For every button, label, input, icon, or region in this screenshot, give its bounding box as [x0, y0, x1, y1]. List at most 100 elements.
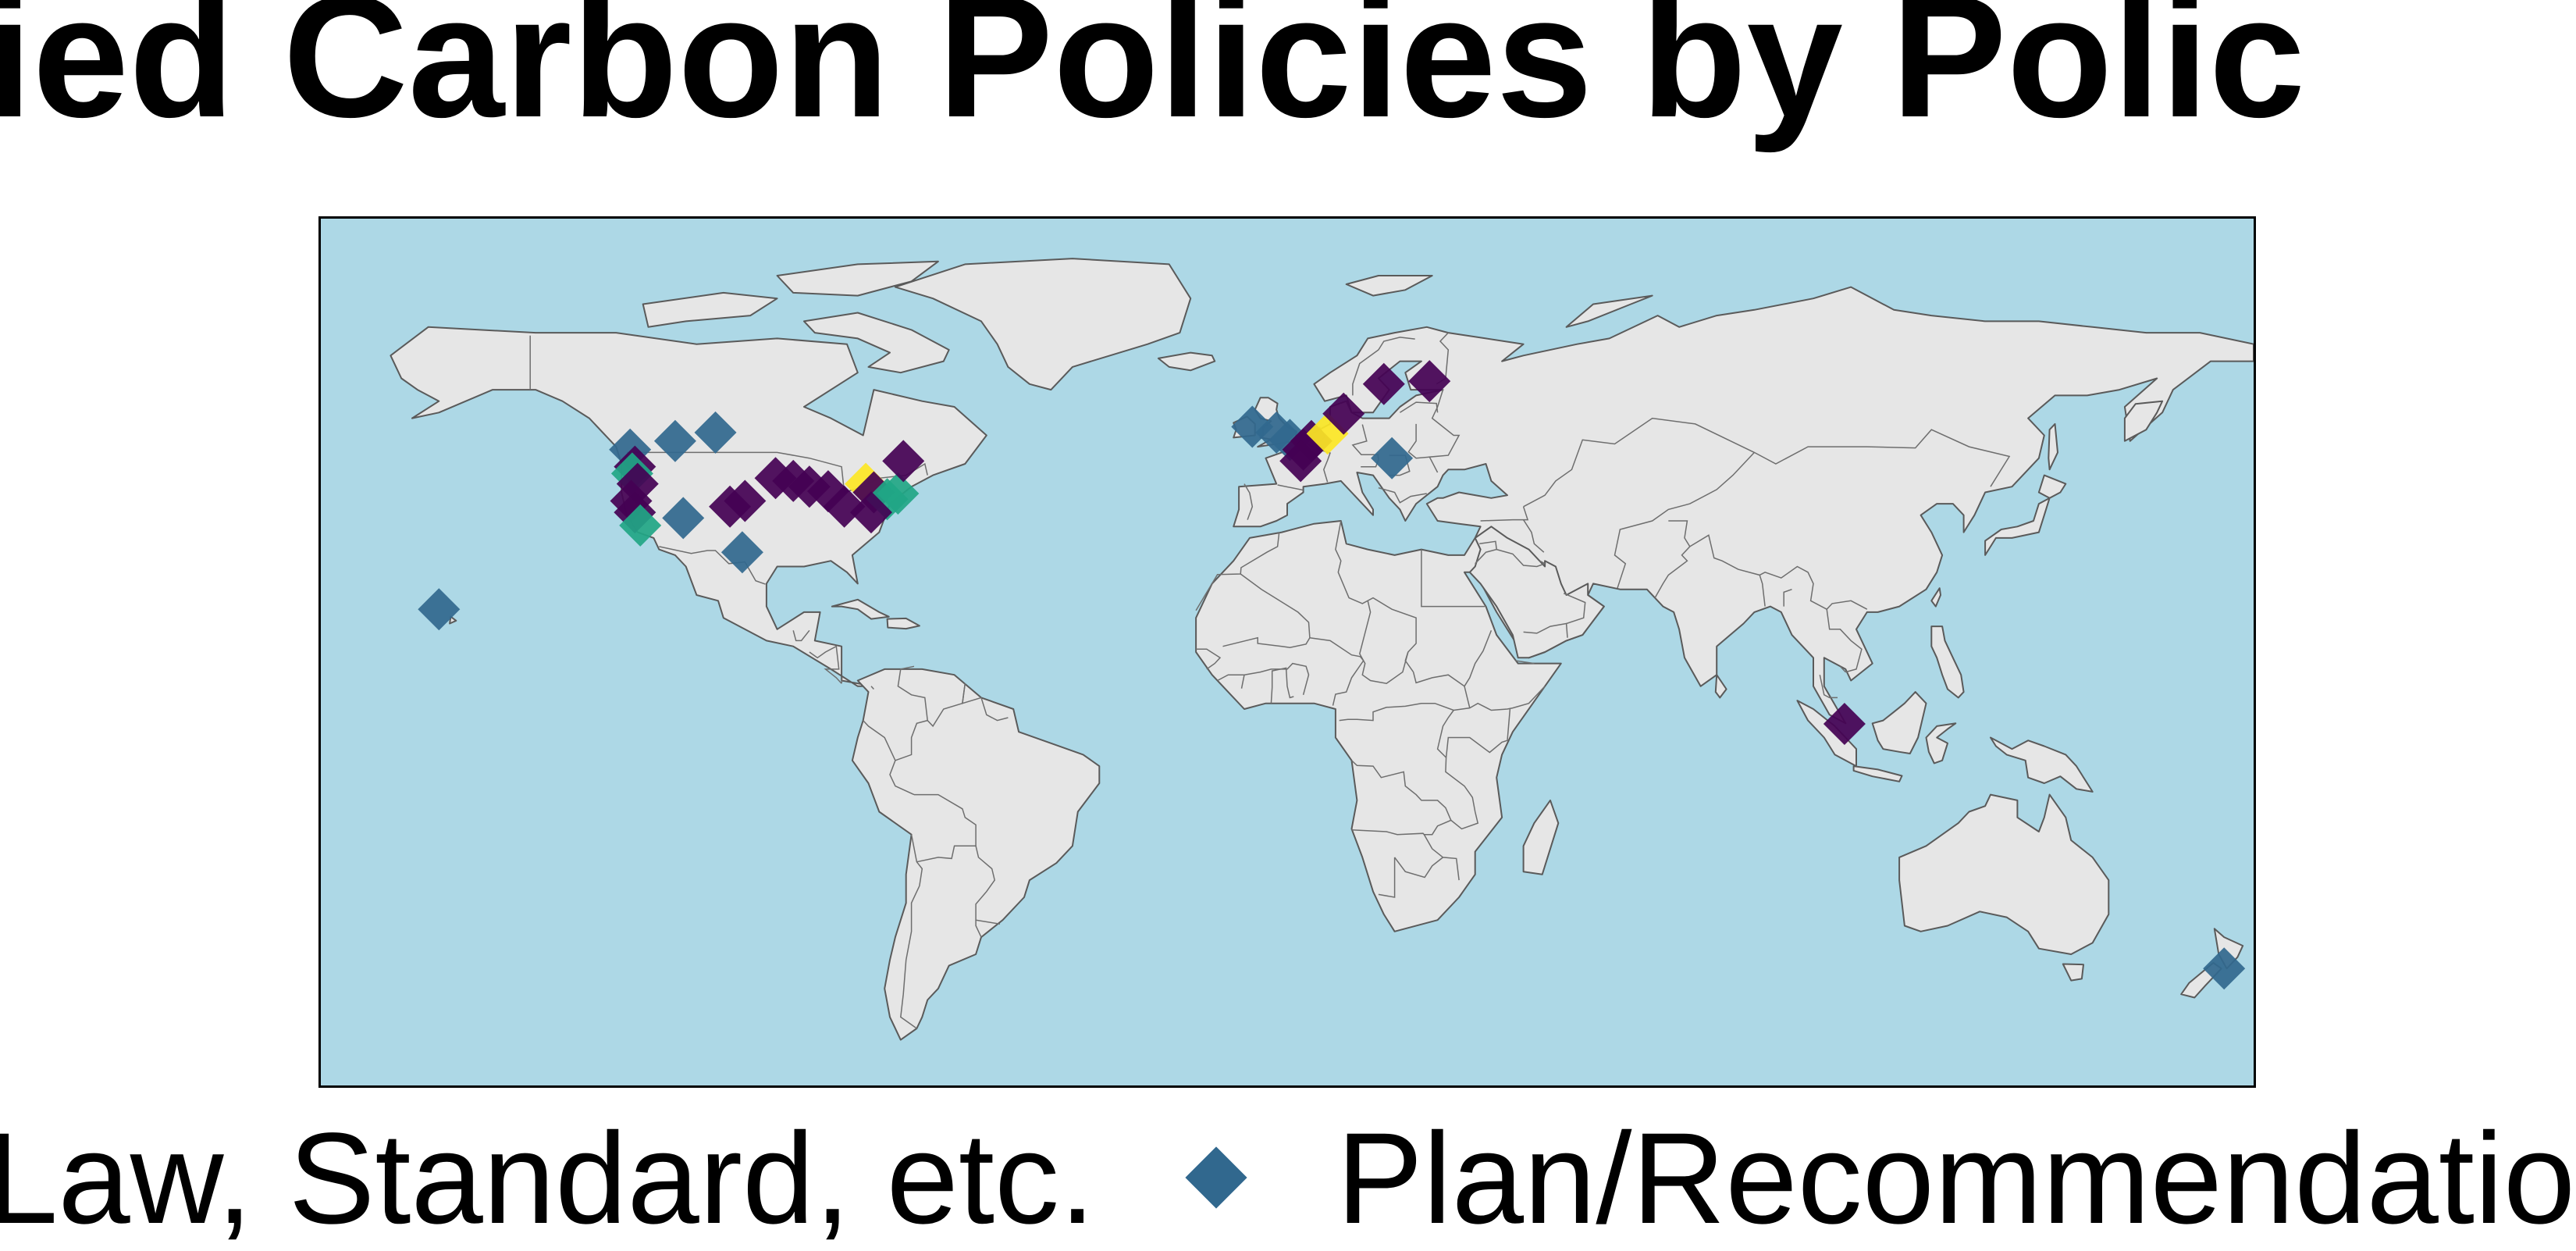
land-tasmania	[2062, 963, 2084, 982]
land-australia	[1898, 793, 2110, 955]
country-border	[1759, 575, 1766, 607]
country-border	[1523, 622, 1567, 634]
land-cuba	[831, 598, 890, 620]
country-border	[1196, 648, 1222, 670]
policy-marker-plan	[2203, 947, 2246, 990]
country-border	[870, 686, 874, 690]
country-border	[1350, 760, 1452, 821]
country-border	[975, 846, 1001, 925]
policy-marker-teal	[619, 504, 662, 547]
land-sulawesi	[1925, 722, 1957, 764]
country-border	[1217, 674, 1245, 689]
country-border	[863, 720, 896, 761]
land-philippines	[1930, 626, 1965, 699]
country-border	[1351, 424, 1379, 468]
land-hawaii	[449, 615, 457, 625]
legend: Law, Standard, etc. Plan/Recommendation	[0, 1109, 2576, 1249]
policy-marker-law	[1408, 360, 1451, 403]
country-border	[1352, 337, 1415, 396]
country-border	[1689, 534, 1868, 611]
land-baffin	[803, 312, 950, 374]
country-border	[1195, 532, 1280, 611]
country-border	[1826, 609, 1863, 673]
legend-label-plan: Plan/Recommendation	[1336, 1107, 2576, 1251]
policy-markers	[418, 360, 2246, 990]
land-kamchatka-fix	[2123, 400, 2164, 442]
policy-marker-plan	[662, 497, 705, 540]
land-taiwan	[1930, 587, 1941, 608]
world-map	[318, 216, 2256, 1088]
country-border	[1244, 483, 1254, 520]
policy-marker-law	[823, 485, 866, 528]
policy-marker-plan	[418, 588, 461, 631]
land-new-guinea	[1990, 736, 2094, 793]
legend-label-law: Law, Standard, etc.	[0, 1107, 1096, 1251]
land-madagascar	[1522, 799, 1560, 875]
land-java	[1852, 765, 1903, 782]
policy-marker-law	[616, 462, 659, 505]
land-iceland	[1157, 351, 1216, 372]
country-border	[1222, 573, 1311, 648]
country-border	[1412, 672, 1465, 687]
policy-marker-law	[1279, 440, 1322, 483]
land-sri-lanka	[1714, 674, 1727, 699]
country-border	[1407, 423, 1430, 459]
country-border	[1480, 506, 1529, 522]
policy-marker-law	[1322, 392, 1365, 435]
country-border	[1614, 451, 1755, 589]
country-border	[1309, 636, 1364, 661]
country-border	[1270, 667, 1294, 704]
policy-marker-teal	[877, 472, 920, 515]
land-borneo	[1871, 691, 1927, 754]
country-border	[1393, 857, 1443, 879]
country-border	[1378, 857, 1396, 898]
country-border	[809, 645, 842, 684]
country-border	[659, 546, 766, 585]
land-novaya-zemlya	[1565, 294, 1653, 328]
land-hispaniola	[886, 617, 920, 630]
policy-marker-plan	[720, 531, 763, 574]
policy-marker-plan	[609, 428, 652, 471]
land-sumatra	[1796, 700, 1857, 768]
country-borders	[529, 332, 2011, 1029]
legend-swatch-plan	[1185, 1146, 1247, 1209]
country-border	[1399, 401, 1439, 413]
country-border	[1351, 708, 1511, 836]
policy-marker-law	[1823, 703, 1866, 746]
land-japan	[1984, 474, 2067, 556]
country-border	[962, 683, 1009, 722]
country-border	[975, 920, 982, 938]
policy-marker-law	[1362, 362, 1405, 405]
policy-marker-law	[882, 440, 925, 483]
country-border	[1421, 549, 1485, 608]
world-map-canvas	[321, 219, 2254, 1085]
policy-marker-law	[849, 491, 892, 534]
land-sakhalin	[2048, 422, 2058, 471]
country-border	[1332, 660, 1364, 706]
land-arabia-fix	[1468, 526, 1605, 659]
country-border	[1654, 520, 1691, 598]
country-border	[1563, 593, 1586, 638]
country-border	[1522, 519, 1545, 553]
policy-marker-plan	[1371, 437, 1414, 479]
country-border	[914, 793, 977, 863]
country-border	[1475, 540, 1498, 565]
policy-marker-plan	[653, 419, 696, 462]
country-border	[1819, 675, 1838, 699]
country-border	[792, 629, 810, 642]
land-arctic-islands-1	[642, 291, 778, 328]
legend-entry-plan: Plan/Recommendation	[1179, 1109, 2576, 1249]
country-border	[889, 683, 966, 796]
country-border	[1515, 660, 1535, 665]
land-south-america	[851, 668, 1101, 1041]
country-border	[841, 677, 843, 684]
country-border	[1436, 710, 1454, 758]
country-border	[897, 665, 928, 721]
land-greenland	[894, 258, 1192, 391]
map-title: ied Carbon Policies by Polic	[0, 0, 2306, 154]
country-border	[1378, 486, 1427, 504]
country-border	[900, 834, 923, 1029]
legend-entry-law: Law, Standard, etc.	[0, 1109, 1095, 1249]
land-svalbard	[1345, 275, 1433, 297]
policy-marker-law	[724, 479, 767, 522]
